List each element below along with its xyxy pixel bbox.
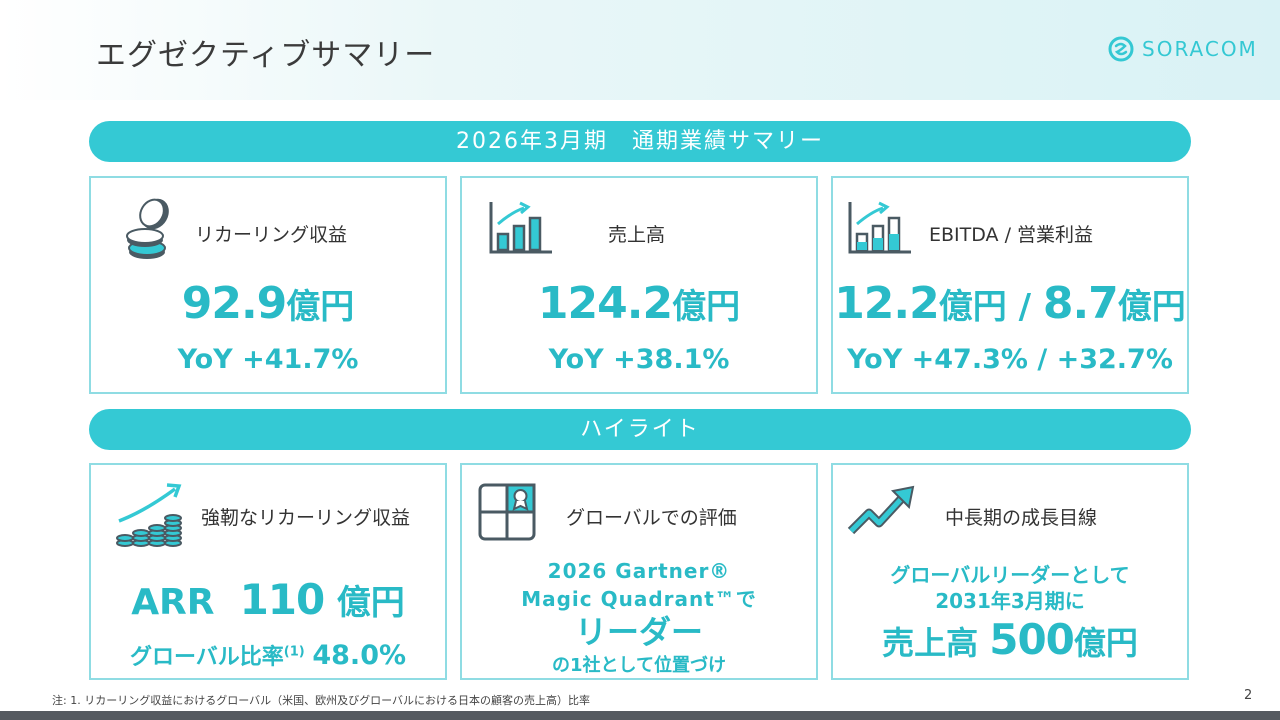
coins-icon: [126, 198, 169, 259]
soracom-logo-icon: [1108, 36, 1134, 62]
leader-text: リーダー: [574, 613, 703, 651]
mid-long-term-card: 中長期の成長目線 グローバルリーダーとして 2031年3月期に 売上高 500億…: [831, 463, 1189, 680]
highlights-band: ハイライト: [89, 409, 1191, 450]
header: エグゼクティブサマリー SORACOM: [0, 0, 1280, 100]
logo: SORACOM: [1108, 36, 1258, 62]
magic-quadrant-icon: [478, 483, 536, 541]
card-label: 中長期の成長目線: [945, 507, 1098, 529]
target-line1: グローバルリーダーとして: [890, 563, 1130, 587]
bar-chart-growth-icon: [489, 201, 552, 254]
sales-value: 124.2億円: [537, 278, 741, 329]
gartner-line1: 2026 Gartner®: [547, 559, 731, 583]
page-title: エグゼクティブサマリー: [96, 38, 436, 73]
ebitda-card: EBITDA / 営業利益 12.2億円 / 8.7億円 YoY +47.3% …: [831, 176, 1189, 394]
target-line2: 2031年3月期に: [935, 589, 1085, 613]
recurring-strength-card: 強靭なリカーリング収益 ARR 110 億円 グローバル比率(1) 48.0%: [89, 463, 447, 680]
card-label: 売上高: [608, 224, 666, 246]
ebitda-yoy: YoY +47.3% / +32.7%: [847, 344, 1173, 375]
recurring-revenue-value: 92.9億円: [181, 278, 355, 329]
target-value: 売上高 500億円: [882, 615, 1138, 664]
logo-text: SORACOM: [1142, 37, 1258, 61]
gartner-line2: Magic Quadrant™で: [521, 587, 757, 611]
trend-arrow-icon: [847, 485, 915, 535]
page-number: 2: [1244, 688, 1253, 703]
global-evaluation-card: グローバルでの評価 2026 Gartner® Magic Quadrant™で…: [460, 463, 818, 680]
card-label: リカーリング収益: [195, 224, 348, 246]
arr-value: ARR 110 億円: [131, 575, 405, 624]
bar-chart-stacked-icon: [848, 201, 911, 254]
sales-yoy: YoY +38.1%: [548, 344, 730, 375]
summary-band: 2026年3月期 通期業績サマリー: [89, 121, 1191, 162]
ebitda-value: 12.2億円 / 8.7億円: [834, 278, 1186, 329]
card-label: 強靭なリカーリング収益: [201, 507, 411, 529]
gartner-line4: の1社として位置づけ: [552, 655, 726, 676]
sales-card: 売上高 124.2億円 YoY +38.1%: [460, 176, 818, 394]
card-label: グローバルでの評価: [566, 507, 737, 529]
recurring-revenue-yoy: YoY +41.7%: [177, 344, 359, 375]
card-label: EBITDA / 営業利益: [929, 224, 1094, 246]
global-ratio: グローバル比率(1) 48.0%: [129, 640, 407, 671]
bottom-bar: [0, 711, 1280, 720]
recurring-revenue-card: リカーリング収益 92.9億円 YoY +41.7%: [89, 176, 447, 394]
coin-stacks-growth-icon: [116, 483, 182, 547]
footnote: 注: 1. リカーリング収益におけるグローバル（米国、欧州及びグローバルにおける…: [52, 694, 590, 707]
